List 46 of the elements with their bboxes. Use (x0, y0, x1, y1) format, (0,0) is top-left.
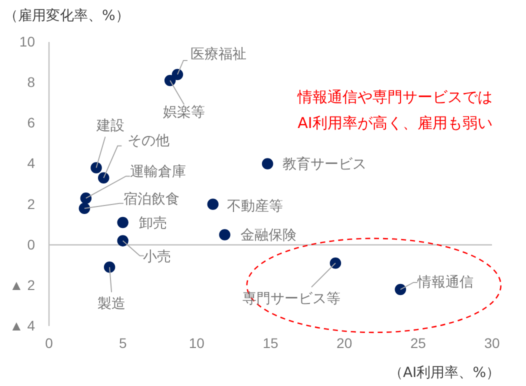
x-tick-label: 5 (118, 334, 127, 351)
text: 建設 (95, 118, 124, 134)
y-tick-label: 10 (19, 33, 36, 50)
series-label: 専門サービス等 (242, 291, 340, 308)
point (330, 257, 342, 269)
series-label: 娯楽等 (163, 104, 206, 121)
series-label: 教育サービス (282, 156, 367, 173)
y-tick-label: 6 (27, 114, 36, 131)
text: その他 (128, 132, 170, 149)
series-label: 不動産等 (226, 198, 283, 214)
y-axis-title: （雇用変化率、%） (4, 8, 130, 24)
series-label: 情報通信 (416, 274, 474, 290)
y-tick-label: 2 (27, 196, 36, 212)
annotation: AI利用率が高く、雇用も弱い (298, 114, 492, 132)
text: 運輸倉庫 (130, 164, 186, 180)
point (394, 284, 406, 296)
series-label: 卸売 (138, 216, 167, 232)
y-tick-label: 0 (27, 236, 36, 252)
y-tick-label: ▲ 4 (9, 317, 36, 334)
point (164, 74, 176, 86)
point (104, 262, 116, 273)
x-tick-label: 25 (410, 334, 426, 351)
x-tick-label: 0 (45, 334, 54, 351)
x-tick-label: 10 (188, 334, 205, 351)
point (80, 192, 92, 204)
point (117, 216, 128, 228)
point (117, 235, 128, 246)
series-label: 医療福祉 (190, 46, 246, 62)
point (90, 162, 102, 174)
x-tick-label: 15 (262, 334, 278, 351)
y-tick-label: 8 (27, 74, 36, 90)
y-tick-label: 4 (27, 155, 36, 172)
x-tick-label: 30 (484, 334, 500, 351)
series-label: 金融保険 (240, 228, 297, 244)
point (262, 158, 274, 170)
point (78, 202, 90, 214)
x-axis-title: （AI利用率、%） (388, 365, 500, 381)
point (219, 229, 230, 240)
x-tick-label: 20 (336, 334, 352, 351)
series-label: 小売 (142, 248, 171, 265)
y-tick-label: ▲ 2 (9, 276, 36, 293)
series-label: 製造 (98, 296, 126, 312)
text: 宿泊飲食 (123, 191, 180, 208)
annotation: 情報通信や専門サービスでは (296, 88, 492, 106)
point (207, 198, 219, 210)
point (98, 172, 110, 184)
